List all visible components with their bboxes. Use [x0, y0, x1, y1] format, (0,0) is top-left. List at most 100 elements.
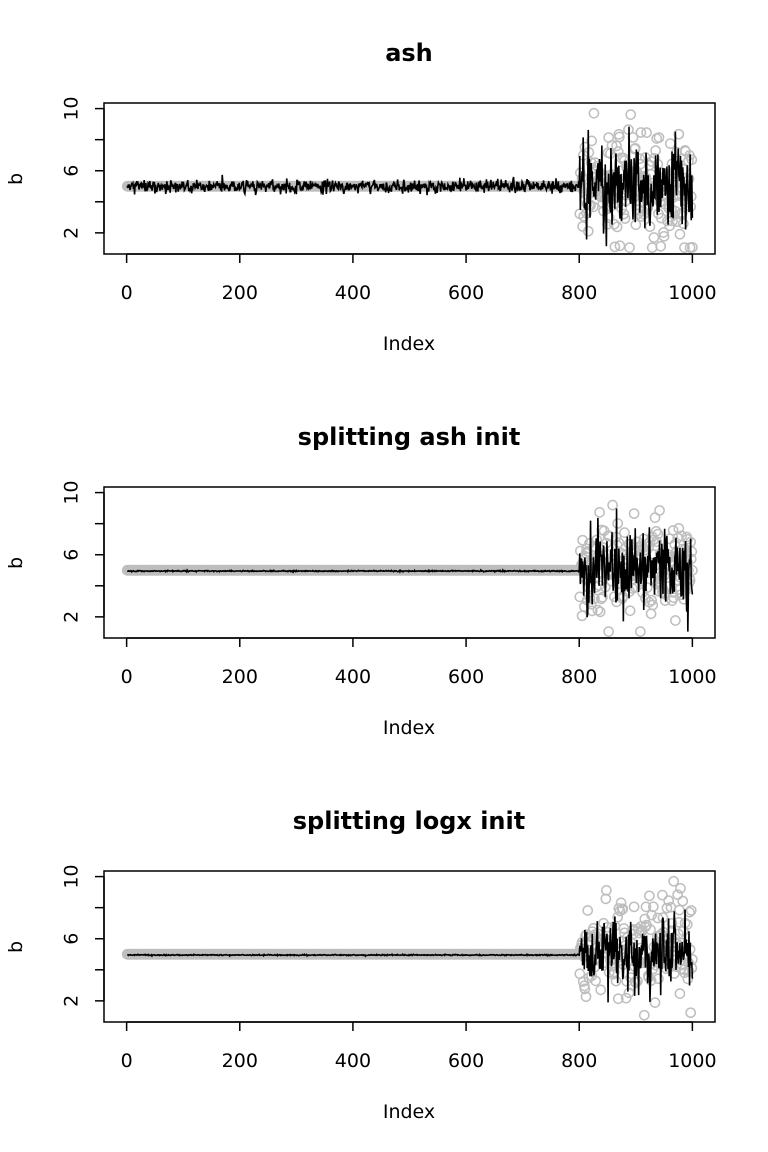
data-point	[674, 988, 686, 999]
data-point	[612, 993, 624, 1005]
data-point	[648, 232, 660, 243]
plot-frame	[103, 486, 716, 639]
data-point	[663, 895, 674, 906]
x-tick-labels: 0 200 400 600 800 1000	[121, 253, 717, 304]
data-point	[652, 528, 664, 540]
data-point	[578, 210, 590, 222]
x-axis-label: Index	[383, 717, 435, 739]
data-point	[649, 152, 660, 164]
data-point	[681, 533, 693, 545]
data-point	[628, 901, 640, 913]
data-point	[578, 601, 590, 612]
panel-ash: ash Index b 0 200 400 600 800 1000 2 6 10	[5, 39, 717, 355]
data-point	[592, 604, 604, 616]
data-point	[595, 593, 607, 605]
x-tick-label: 200	[222, 666, 258, 688]
data-point	[641, 127, 652, 138]
plot-area	[103, 102, 716, 255]
y-tick-label: 10	[61, 96, 83, 120]
data-point	[685, 905, 697, 916]
y-axis-label: b	[5, 173, 27, 185]
data-point	[607, 499, 618, 511]
data-point	[594, 606, 606, 618]
x-tick-label: 400	[335, 1050, 371, 1072]
data-point	[664, 138, 676, 149]
y-tick-label: 6	[61, 165, 83, 177]
data-point	[617, 903, 629, 915]
data-point	[647, 901, 659, 913]
data-point	[610, 975, 622, 987]
data-point	[685, 1007, 697, 1019]
data-point	[588, 107, 600, 119]
data-point	[577, 976, 589, 987]
x-tick-label: 800	[561, 1050, 597, 1072]
data-point	[613, 537, 625, 549]
data-point	[577, 534, 588, 546]
x-tick-label: 600	[448, 666, 484, 688]
data-point	[677, 218, 689, 229]
data-point	[624, 605, 636, 617]
data-point	[638, 1009, 650, 1021]
y-tick-label: 10	[61, 864, 83, 888]
x-tick-label: 0	[121, 666, 133, 688]
data-point	[586, 135, 598, 147]
x-tick-label: 200	[222, 282, 258, 304]
data-point	[658, 230, 670, 242]
data-point	[686, 154, 698, 166]
data-point	[606, 140, 618, 151]
x-tick-label: 800	[561, 282, 597, 304]
data-point	[597, 591, 608, 603]
x-tick-labels: 0 200 400 600 800 1000	[121, 637, 717, 688]
data-point	[601, 885, 612, 896]
data-point	[666, 918, 678, 929]
data-point	[630, 977, 642, 989]
data-point	[651, 536, 663, 548]
data-point	[615, 897, 627, 909]
data-point	[625, 109, 637, 120]
data-point	[635, 127, 647, 138]
chart-title: splitting ash init	[298, 423, 521, 451]
data-point	[653, 973, 664, 985]
data-point	[614, 905, 626, 917]
data-point	[645, 608, 657, 620]
data-point	[640, 921, 651, 933]
data-point	[679, 242, 690, 253]
data-point	[634, 626, 646, 637]
x-tick-label: 1000	[668, 1050, 716, 1072]
panel-splitting-ash-init: splitting ash init Index b 0 200 400 600 800…	[5, 423, 717, 739]
y-axis-label: b	[5, 941, 27, 953]
data-point	[582, 905, 594, 916]
data-point	[609, 241, 621, 253]
data-point	[620, 992, 632, 1004]
data-point	[645, 924, 656, 936]
x-tick-label: 600	[448, 1050, 484, 1072]
x-tick-label: 400	[335, 282, 371, 304]
x-tick-label: 1000	[668, 666, 716, 688]
data-point	[655, 240, 667, 252]
series-line	[126, 126, 694, 247]
data-point	[675, 882, 686, 894]
data-point	[647, 599, 659, 611]
data-point	[624, 242, 635, 253]
data-point	[641, 582, 653, 594]
y-tick-label: 10	[61, 480, 83, 504]
data-point	[594, 507, 605, 518]
data-point	[646, 595, 657, 606]
x-tick-label: 1000	[668, 282, 716, 304]
data-point	[583, 972, 595, 984]
data-point	[682, 973, 694, 985]
series-line	[127, 909, 694, 1003]
chart-title: ash	[385, 39, 433, 67]
x-tick-label: 600	[448, 282, 484, 304]
plot-area	[103, 870, 716, 1023]
y-tick-label: 2	[61, 995, 83, 1007]
y-tick-labels: 2 6 10	[61, 96, 105, 239]
data-point	[661, 902, 673, 914]
data-point	[595, 984, 607, 996]
data-point	[650, 526, 662, 537]
series-line	[127, 508, 694, 632]
plot-area	[103, 486, 716, 639]
x-tick-label: 0	[121, 1050, 133, 1072]
data-point	[674, 228, 686, 240]
